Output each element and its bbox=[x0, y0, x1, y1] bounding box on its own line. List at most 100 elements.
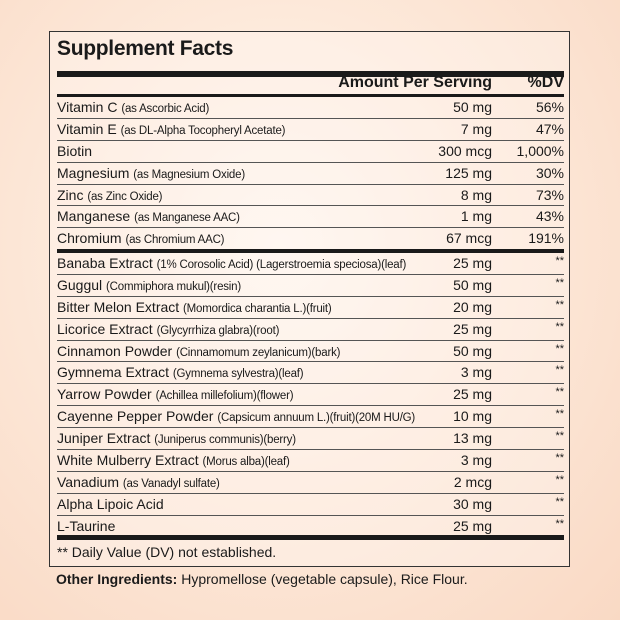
ingredient-detail: (Momordica charantia L.)(fruit) bbox=[183, 302, 332, 315]
ingredient-label: Zinc bbox=[57, 186, 84, 203]
dv-value: 73% bbox=[535, 186, 564, 203]
dv-value: ** bbox=[555, 276, 564, 289]
ingredient-detail: (Achillea millefolium)(flower) bbox=[155, 390, 294, 403]
ingredient-detail: (1% Corosolic Acid) (Lagerstroemia speci… bbox=[156, 259, 407, 271]
ingredient-label: Manganese bbox=[57, 208, 131, 225]
supplement-facts-panel: Supplement Facts Amount Per Serving %DV … bbox=[49, 31, 570, 567]
amount-value: 1 mg bbox=[460, 208, 492, 225]
ingredient-detail: (as Zinc Oxide) bbox=[87, 190, 163, 203]
dv-value: ** bbox=[555, 473, 564, 486]
ingredient-detail: (as Manganese AAC) bbox=[134, 212, 240, 225]
ingredient-detail: (as Ascorbic Acid) bbox=[121, 103, 210, 115]
table-row: Gymnema Extract (Gymnema sylvestra)(leaf… bbox=[57, 362, 564, 385]
table-row: Manganese (as Manganese AAC) 1 mg 43% bbox=[57, 206, 564, 229]
amount-value: 3 mg bbox=[460, 364, 492, 381]
dv-value: ** bbox=[555, 364, 564, 377]
dv-value: 43% bbox=[535, 208, 564, 225]
divider-thick bbox=[57, 535, 564, 540]
ingredient-name: Licorice Extract (Glycyrrhiza glabra)(ro… bbox=[57, 319, 279, 342]
other-ingredients: Other Ingredients: Hypromellose (vegetab… bbox=[56, 571, 468, 587]
table-row: Banaba Extract (1% Corosolic Acid) (Lage… bbox=[57, 253, 564, 275]
ingredient-label: Cinnamon Powder bbox=[57, 342, 173, 359]
table-row: Bitter Melon Extract (Momordica charanti… bbox=[57, 297, 564, 319]
table-row: Cinnamon Powder (Cinnamomum zeylanicum)(… bbox=[57, 341, 564, 363]
ingredient-name: Alpha Lipoic Acid bbox=[57, 494, 164, 517]
dv-value: ** bbox=[555, 342, 564, 355]
table-row: Guggul (Commiphora mukul)(resin) 50 mg ** bbox=[57, 275, 564, 297]
ingredient-detail: (as Vanadyl sulfate) bbox=[122, 477, 220, 490]
table-row: Juniper Extract (Juniperus communis)(ber… bbox=[57, 428, 564, 451]
ingredient-detail: (Juniperus communis)(berry) bbox=[154, 434, 296, 447]
amount-value: 7 mg bbox=[460, 120, 492, 137]
amount-value: 125 mg bbox=[445, 164, 492, 181]
panel-title: Supplement Facts bbox=[57, 37, 234, 60]
amount-value: 8 mg bbox=[460, 186, 492, 203]
ingredient-name: Vitamin E (as DL-Alpha Tocopheryl Acetat… bbox=[57, 119, 285, 142]
ingredient-label: Licorice Extract bbox=[57, 320, 153, 337]
table-row: Vanadium (as Vanadyl sulfate) 2 mcg ** bbox=[57, 472, 564, 494]
divider-medium bbox=[57, 94, 564, 97]
ingredient-detail: (as DL-Alpha Tocopheryl Acetate) bbox=[120, 124, 286, 137]
ingredient-label: Biotin bbox=[57, 142, 93, 159]
table-row: White Mulberry Extract (Morus alba)(leaf… bbox=[57, 450, 564, 472]
amount-value: 20 mg bbox=[453, 298, 492, 315]
dv-value: ** bbox=[555, 386, 564, 399]
dv-value: ** bbox=[555, 408, 564, 421]
amount-value: 67 mcg bbox=[446, 230, 492, 247]
ingredient-label: Juniper Extract bbox=[57, 430, 151, 447]
table-row: Biotin 300 mcg 1,000% bbox=[57, 141, 564, 163]
ingredient-detail: (Morus alba)(leaf) bbox=[202, 456, 290, 469]
ingredient-name: Bitter Melon Extract (Momordica charanti… bbox=[57, 297, 332, 320]
amount-value: 25 mg bbox=[453, 517, 492, 534]
ingredient-label: Gymnema Extract bbox=[57, 364, 170, 381]
ingredient-name: Zinc (as Zinc Oxide) bbox=[57, 185, 163, 208]
ingredient-name: Vitamin C (as Ascorbic Acid) bbox=[57, 97, 209, 120]
ingredient-name: White Mulberry Extract (Morus alba)(leaf… bbox=[57, 450, 290, 473]
ingredient-detail: (Capsicum annuum L.)(fruit)(20M HU/G) bbox=[217, 412, 416, 425]
dv-value: ** bbox=[555, 255, 564, 267]
ingredient-name: Yarrow Powder (Achillea millefolium)(flo… bbox=[57, 384, 294, 407]
ingredient-detail: (Glycyrrhiza glabra)(root) bbox=[156, 324, 280, 337]
dv-value: ** bbox=[555, 452, 564, 465]
divider-thick bbox=[57, 71, 564, 77]
table-row: Vitamin C (as Ascorbic Acid) 50 mg 56% bbox=[57, 97, 564, 119]
ingredient-name: Guggul (Commiphora mukul)(resin) bbox=[57, 275, 241, 298]
divider-medium bbox=[57, 249, 564, 253]
ingredient-label: White Mulberry Extract bbox=[57, 452, 199, 469]
amount-value: 3 mg bbox=[460, 452, 492, 469]
ingredient-detail: (as Magnesium Oxide) bbox=[133, 168, 245, 181]
table-row: Chromium (as Chromium AAC) 67 mcg 191% bbox=[57, 228, 564, 250]
amount-value: 13 mg bbox=[453, 430, 492, 447]
dv-value: 56% bbox=[535, 99, 564, 115]
ingredient-name: Cinnamon Powder (Cinnamomum zeylanicum)(… bbox=[57, 341, 340, 364]
amount-value: 50 mg bbox=[453, 342, 492, 359]
ingredient-label: Yarrow Powder bbox=[57, 386, 152, 403]
other-ingredients-label: Other Ingredients: bbox=[56, 571, 178, 587]
column-header: Amount Per Serving %DV bbox=[57, 74, 564, 94]
dv-value: ** bbox=[555, 320, 564, 333]
ingredient-label: L-Taurine bbox=[57, 517, 116, 534]
ingredient-name: Manganese (as Manganese AAC) bbox=[57, 206, 240, 229]
ingredient-label: Cayenne Pepper Powder bbox=[57, 408, 214, 425]
ingredient-detail: (Gymnema sylvestra)(leaf) bbox=[172, 368, 304, 381]
amount-value: 30 mg bbox=[453, 495, 492, 512]
table-row: Vitamin E (as DL-Alpha Tocopheryl Acetat… bbox=[57, 119, 564, 141]
ingredient-name: Biotin bbox=[57, 141, 92, 164]
amount-value: 300 mcg bbox=[438, 142, 492, 159]
dv-value: 1,000% bbox=[516, 142, 564, 159]
ingredient-detail: (as Chromium AAC) bbox=[125, 234, 225, 247]
ingredient-label: Alpha Lipoic Acid bbox=[57, 495, 164, 512]
ingredient-label: Chromium bbox=[57, 230, 122, 247]
dv-value: 191% bbox=[528, 230, 564, 247]
dv-header: %DV bbox=[527, 74, 564, 91]
ingredient-name: Cayenne Pepper Powder (Capsicum annuum L… bbox=[57, 406, 415, 429]
ingredient-name: L-Taurine bbox=[57, 516, 115, 539]
ingredient-label: Bitter Melon Extract bbox=[57, 298, 180, 315]
table-row: Zinc (as Zinc Oxide) 8 mg 73% bbox=[57, 185, 564, 207]
ingredient-list: Banaba Extract (1% Corosolic Acid) (Lage… bbox=[57, 253, 564, 538]
amount-value: 10 mg bbox=[453, 408, 492, 425]
footnote: ** Daily Value (DV) not established. bbox=[57, 544, 277, 560]
amount-value: 25 mg bbox=[453, 320, 492, 337]
ingredient-label: Banaba Extract bbox=[57, 255, 153, 271]
dv-value: ** bbox=[555, 495, 564, 508]
